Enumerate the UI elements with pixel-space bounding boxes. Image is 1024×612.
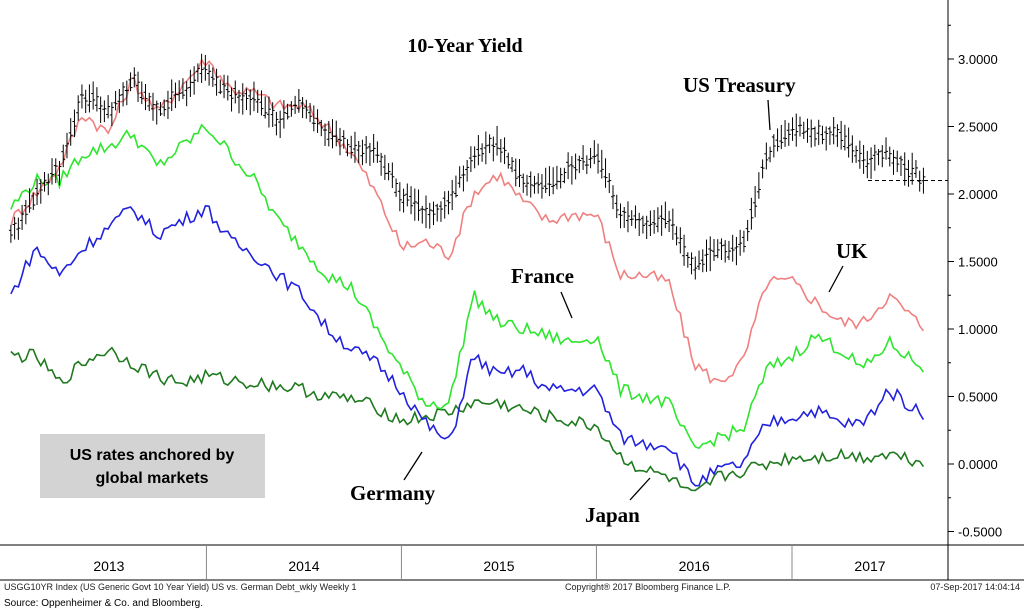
series-line-germany: [10, 205, 925, 487]
x-year-label: 2014: [288, 558, 319, 574]
footer-copyright: Copyright® 2017 Bloomberg Finance L.P.: [565, 582, 731, 592]
leader-japan: [629, 477, 651, 501]
callout-text-line: global markets: [96, 470, 209, 487]
series-line-japan: [10, 346, 925, 492]
x-year-label: 2013: [93, 558, 124, 574]
y-tick-label: 0.5000: [958, 390, 998, 405]
x-year-label: 2015: [483, 558, 514, 574]
y-tick-label: 0.0000: [958, 457, 998, 472]
label-us-treasury: US Treasury: [683, 73, 796, 97]
leader-us-treasury: [767, 99, 771, 131]
footer-timestamp: 07-Sep-2017 14:04:14: [930, 582, 1020, 592]
x-year-label: 2016: [679, 558, 710, 574]
label-germany: Germany: [350, 481, 436, 505]
label-uk: UK: [836, 239, 868, 263]
label-france: France: [511, 264, 574, 288]
y-tick-label: 3.0000: [958, 52, 998, 67]
callout-box: [40, 434, 265, 498]
leader-uk: [828, 265, 844, 293]
footer-left: USGG10YR Index (US Generic Govt 10 Year …: [4, 582, 356, 592]
callout-text-line: US rates anchored by: [70, 447, 235, 464]
series-bars-us-treasury: [8, 53, 926, 280]
y-tick-label: -0.5000: [958, 525, 1002, 540]
series-line-uk: [10, 58, 925, 385]
chart-title: 10-Year Yield: [407, 35, 522, 57]
y-tick-label: 2.5000: [958, 120, 998, 135]
label-japan: Japan: [585, 503, 640, 527]
y-tick-label: 1.0000: [958, 322, 998, 337]
y-tick-label: 2.0000: [958, 187, 998, 202]
leader-france: [560, 291, 573, 319]
leader-germany: [403, 451, 423, 481]
series-line-france: [10, 123, 925, 450]
x-year-label: 2017: [854, 558, 885, 574]
y-tick-label: 1.5000: [958, 255, 998, 270]
source-note: Source: Oppenheimer & Co. and Bloomberg.: [4, 598, 203, 609]
